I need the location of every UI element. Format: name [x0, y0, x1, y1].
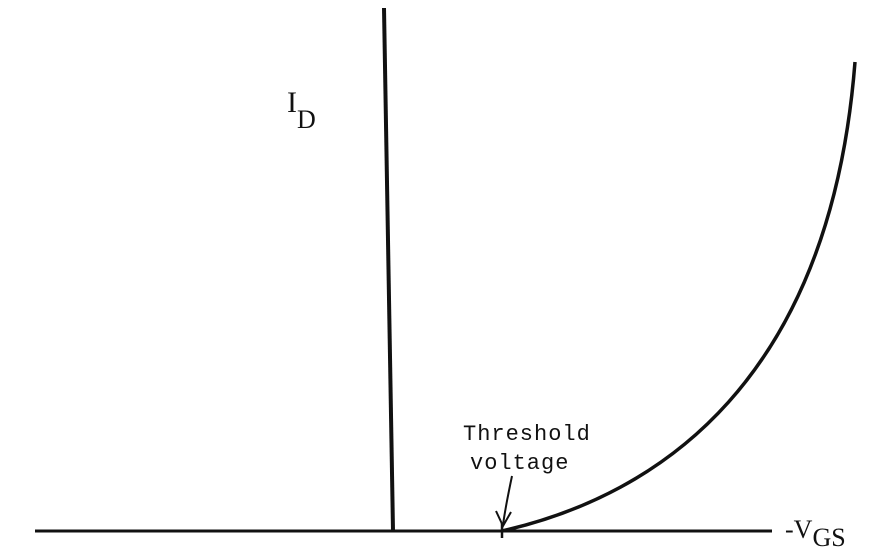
y-axis-label: ID — [287, 86, 316, 134]
annotation-arrow — [502, 475, 513, 526]
x-axis-label-main: -V — [785, 515, 813, 544]
x-axis-label-sub: GS — [812, 523, 845, 550]
x-axis-label: -VGS — [785, 515, 846, 550]
arrow-head — [495, 510, 512, 529]
y-axis — [382, 7, 395, 532]
annotation-line: Threshold — [463, 422, 591, 447]
drain-current-curve — [501, 61, 857, 533]
y-axis-label-main: I — [287, 86, 297, 119]
y-axis-label-sub: D — [297, 105, 316, 134]
annotation-line: voltage — [470, 451, 569, 476]
